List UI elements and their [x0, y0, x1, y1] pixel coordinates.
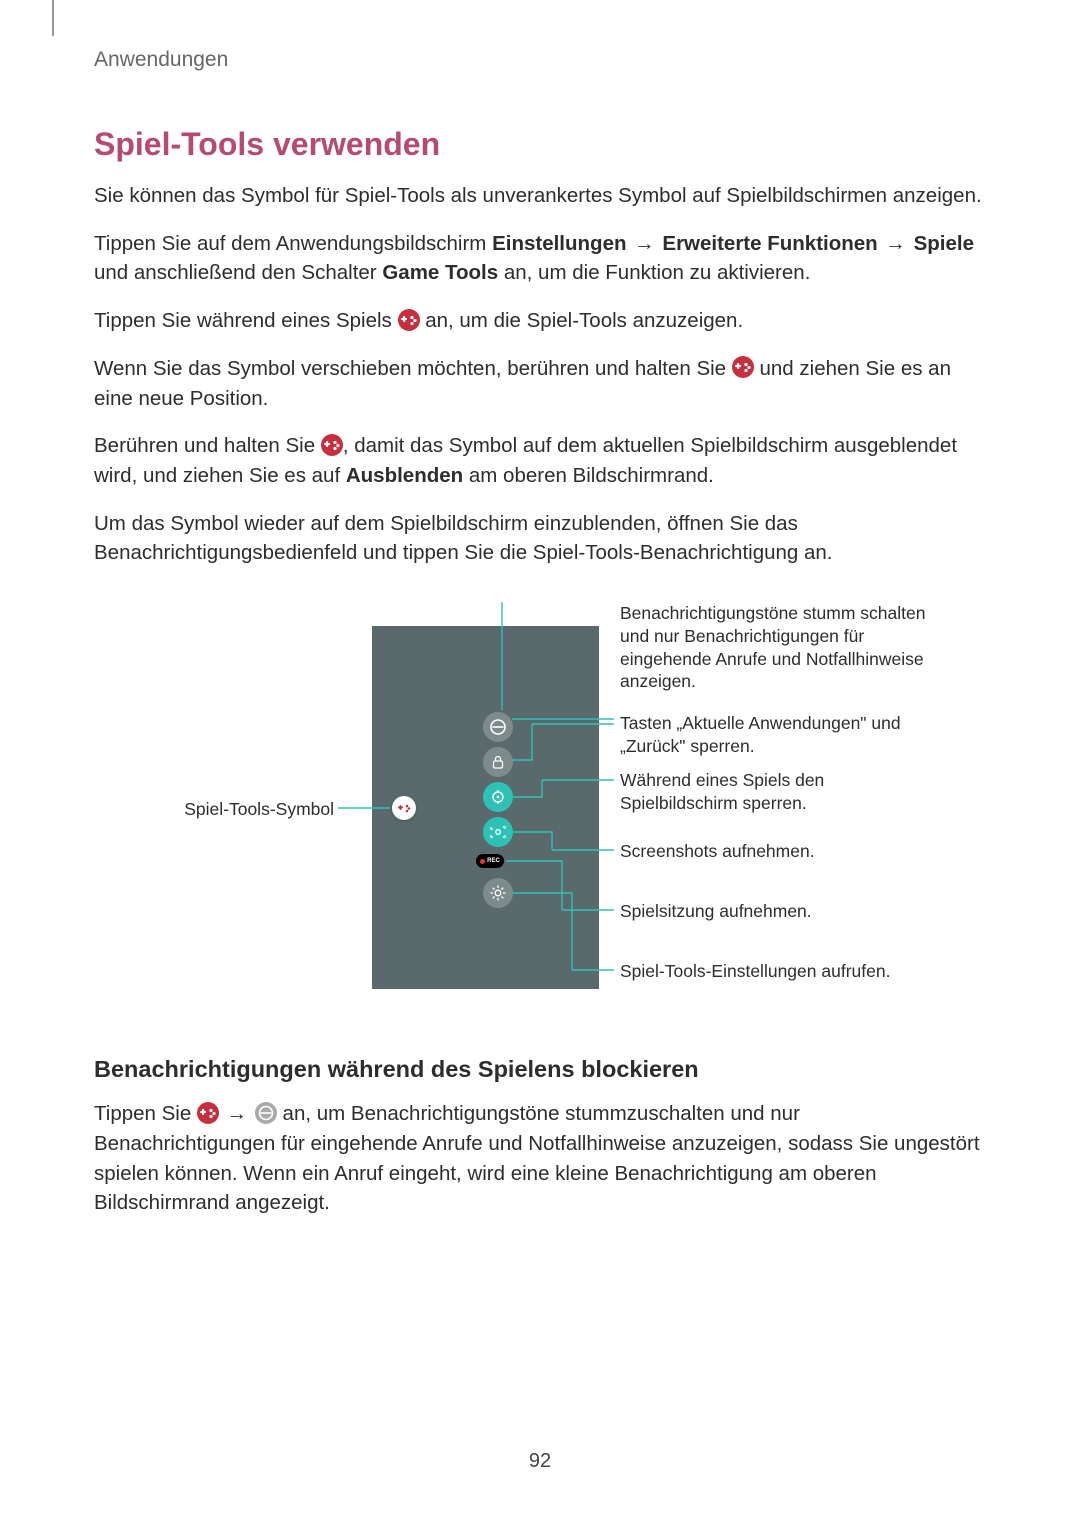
text: Tippen Sie während eines Spiels: [94, 309, 398, 332]
menu-erweiterte: Erweiterte Funktionen: [662, 232, 877, 255]
text: an, um die Spiel-Tools anzuzeigen.: [420, 309, 744, 332]
arrow-icon: →: [883, 232, 908, 255]
page-content: Anwendungen Spiel-Tools verwenden Sie kö…: [0, 0, 1080, 1218]
mute-notifications-icon: [255, 1102, 277, 1124]
text: Tippen Sie auf dem Anwendungsbildschirm: [94, 232, 492, 255]
game-tools-icon: [398, 309, 420, 331]
menu-game-tools: Game Tools: [382, 261, 498, 284]
text: Tippen Sie: [94, 1102, 197, 1125]
label-lock-screen: Während eines Spiels den Spielbildschirm…: [620, 769, 930, 815]
page-tab-marker: [52, 0, 54, 36]
label-game-tools-symbol: Spiel-Tools-Symbol: [184, 798, 334, 821]
paragraph-intro: Sie können das Symbol für Spiel-Tools al…: [94, 181, 986, 211]
text: und anschließend den Schalter: [94, 261, 382, 284]
paragraph-show: Um das Symbol wieder auf dem Spielbildsc…: [94, 509, 986, 568]
menu-ausblenden: Ausblenden: [346, 464, 463, 487]
game-tools-icon: [197, 1102, 219, 1124]
game-tools-icon: [732, 356, 754, 378]
text: Berühren und halten Sie: [94, 434, 321, 457]
paragraph-hide: Berühren und halten Sie , damit das Symb…: [94, 431, 986, 490]
paragraph-block: Tippen Sie → an, um Benachrichtigungstön…: [94, 1099, 986, 1218]
diagram: REC Spiel-Tools-Symbol Ben: [94, 602, 986, 1002]
heading-main: Spiel-Tools verwenden: [94, 126, 986, 163]
breadcrumb: Anwendungen: [94, 48, 986, 72]
label-lock-keys: Tasten „Aktuelle Anwendungen" und „Zurüc…: [620, 712, 930, 758]
page-number: 92: [529, 1450, 551, 1473]
arrow-icon: →: [632, 232, 657, 255]
label-settings: Spiel-Tools-Einstellungen aufrufen.: [620, 960, 940, 983]
paragraph-move: Wenn Sie das Symbol verschieben möchten,…: [94, 354, 986, 413]
menu-einstellungen: Einstellungen: [492, 232, 626, 255]
paragraph-tap: Tippen Sie während eines Spiels an, um d…: [94, 306, 986, 336]
text: an, um die Funktion zu aktivieren.: [498, 261, 810, 284]
menu-spiele: Spiele: [914, 232, 974, 255]
game-tools-icon: [321, 434, 343, 456]
paragraph-enable: Tippen Sie auf dem Anwendungsbildschirm …: [94, 229, 986, 288]
label-screenshot: Screenshots aufnehmen.: [620, 840, 930, 863]
label-mute: Benachrichtigungstöne stumm schalten und…: [620, 602, 930, 693]
heading-block-notifications: Benachrichtigungen während des Spielens …: [94, 1056, 986, 1083]
text: am oberen Bildschirmrand.: [463, 464, 714, 487]
label-record: Spielsitzung aufnehmen.: [620, 900, 930, 923]
arrow-icon: →: [225, 1102, 250, 1125]
text: Wenn Sie das Symbol verschieben möchten,…: [94, 357, 732, 380]
